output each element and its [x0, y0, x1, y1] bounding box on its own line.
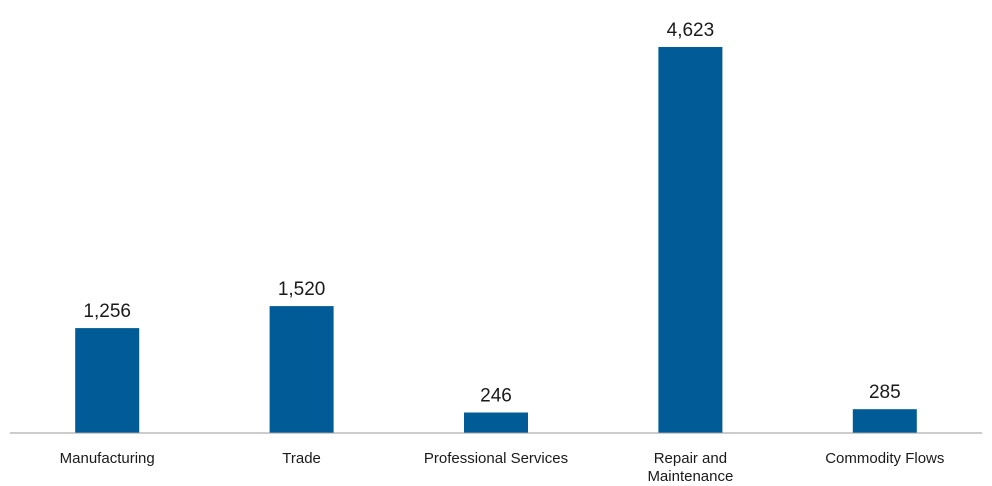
bar: [852, 409, 917, 433]
bar-value-label: 1,256: [83, 301, 131, 322]
category-label: Trade: [282, 450, 321, 467]
bar: [269, 306, 334, 433]
bar-value-label: 285: [869, 382, 901, 403]
bar: [464, 412, 528, 433]
category-label: Maintenance: [647, 468, 733, 485]
bar: [658, 47, 723, 433]
bar: [75, 328, 140, 433]
category-label: Commodity Flows: [825, 450, 944, 467]
category-labels-group: Manufacturing Trade Professional Services R…: [60, 450, 945, 485]
bar-value-label: 4,623: [667, 20, 715, 41]
value-labels-group: 1,256 1,520 246 4,623 285: [83, 20, 900, 407]
bar-value-label: 246: [480, 386, 512, 407]
category-label: Professional Services: [424, 450, 568, 467]
category-label: Manufacturing: [60, 450, 155, 467]
category-label: Repair and: [654, 450, 727, 467]
bar-value-label: 1,520: [278, 279, 326, 300]
bars-group: [75, 47, 917, 433]
